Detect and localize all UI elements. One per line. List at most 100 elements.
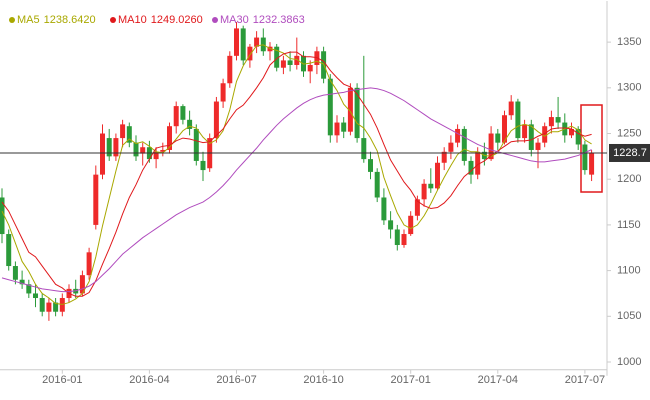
y-tick-label: 1250 — [617, 127, 641, 139]
candle-body — [441, 151, 447, 163]
candle-body — [341, 122, 347, 132]
candle-body — [86, 252, 92, 276]
candle-body — [414, 199, 420, 216]
candle-body — [548, 117, 554, 127]
ma-line — [1, 44, 592, 305]
candle-body — [501, 115, 507, 143]
candle-body — [367, 159, 373, 172]
ma-line — [1, 87, 592, 293]
candle-body — [79, 275, 85, 294]
legend-value: 1249.0260 — [151, 14, 203, 26]
candle-body — [0, 197, 5, 235]
candle-body — [488, 133, 494, 160]
legend-marker — [110, 17, 116, 23]
candle-body — [106, 138, 112, 157]
highlight-box — [580, 104, 603, 193]
candle-body — [180, 106, 186, 120]
candle-body — [167, 126, 173, 150]
candle-body — [113, 138, 119, 157]
legend-entry: MA10 1249.0260 — [118, 14, 203, 26]
last-price-tag — [609, 143, 650, 162]
legend-name: MA10 — [118, 14, 147, 26]
x-tick-label: 2017-01 — [391, 374, 431, 386]
candle-body — [6, 234, 12, 267]
candle-body — [19, 279, 25, 285]
candle-body — [515, 101, 521, 139]
candle-body — [448, 142, 454, 152]
candle-body — [46, 302, 52, 312]
candle-body — [220, 83, 226, 102]
candle-body — [140, 147, 146, 154]
candle-body — [374, 171, 380, 198]
candle-body — [307, 64, 313, 72]
candle-body — [347, 87, 353, 132]
candle-body — [39, 298, 45, 312]
x-tick-label: 2016-10 — [303, 374, 343, 386]
x-tick-label: 2016-01 — [42, 374, 82, 386]
candle-body — [200, 160, 206, 171]
candle-body — [428, 183, 434, 189]
legend-name: MA5 — [17, 14, 40, 26]
candle-body — [133, 142, 139, 157]
candle-body — [568, 128, 574, 136]
candle-body — [421, 183, 427, 200]
candle-body — [93, 174, 99, 225]
candle-body — [475, 151, 481, 175]
candle-body — [575, 128, 581, 145]
candle-body — [240, 28, 246, 61]
candle-body — [394, 229, 400, 246]
candle-body — [522, 124, 528, 139]
candle-body — [187, 119, 193, 129]
candle-body — [100, 133, 106, 175]
candle-body — [334, 122, 340, 136]
candle-body — [126, 126, 132, 143]
candle-body — [455, 128, 461, 143]
candle-body — [254, 37, 260, 47]
candle-body — [361, 138, 367, 160]
y-tick-label: 1050 — [617, 310, 641, 322]
candle-body — [12, 266, 18, 280]
x-tick-label: 2016-04 — [129, 374, 169, 386]
last-price-label: 1228.7 — [613, 147, 647, 159]
candle-body — [173, 106, 179, 127]
candle-body — [508, 101, 514, 116]
legend-value: 1232.3863 — [253, 14, 305, 26]
candle-body — [401, 234, 407, 246]
candle-body — [555, 117, 561, 123]
candle-body — [468, 160, 474, 175]
candle-body — [33, 293, 39, 299]
candle-body — [274, 46, 280, 68]
y-tick-label: 1300 — [617, 82, 641, 94]
candle-body — [434, 162, 440, 189]
candle-body — [120, 124, 126, 139]
y-tick-label: 1100 — [617, 265, 641, 277]
candle-body — [461, 128, 467, 161]
candle-body — [227, 55, 233, 84]
candle-body — [589, 152, 595, 175]
y-tick-label: 1350 — [617, 36, 641, 48]
ma-line — [1, 51, 592, 297]
candle-body — [381, 197, 387, 221]
candle-body — [53, 302, 59, 312]
candle-body — [213, 101, 219, 139]
candle-body — [294, 55, 300, 65]
y-tick-label: 1150 — [617, 219, 641, 231]
candle-body — [535, 142, 541, 150]
candle-body — [354, 87, 360, 139]
legend-entry: MA30 1232.3863 — [220, 14, 305, 26]
candle-body — [287, 60, 293, 65]
x-tick-label: 2017-04 — [478, 374, 518, 386]
legend-value: 1238.6420 — [44, 14, 96, 26]
candle-body — [234, 28, 240, 56]
candle-body — [388, 220, 394, 230]
candle-body — [408, 215, 414, 235]
candle-body — [495, 133, 501, 143]
x-tick-label: 2016-07 — [216, 374, 256, 386]
candle-body — [26, 284, 32, 294]
candle-body — [247, 46, 253, 61]
candle-body — [542, 126, 548, 143]
y-tick-label: 1200 — [617, 173, 641, 185]
candle-body — [582, 144, 588, 171]
legend-marker — [212, 17, 218, 23]
